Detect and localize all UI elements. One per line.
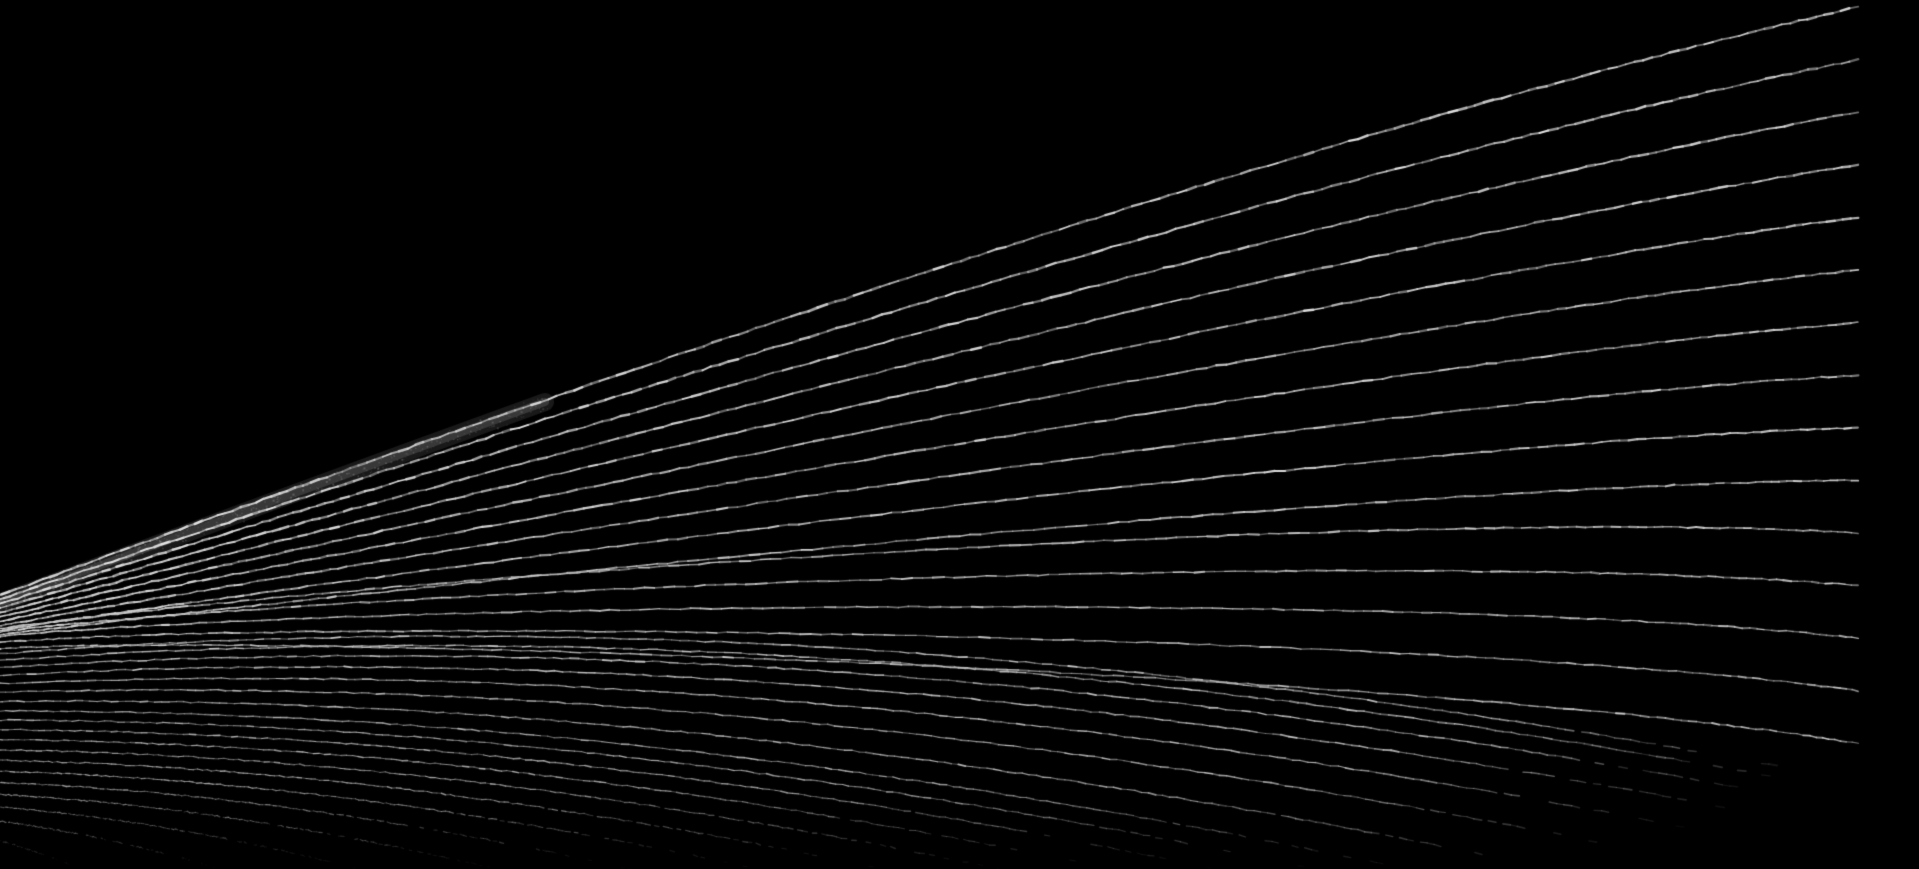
line-fan-canvas xyxy=(0,0,1919,869)
abstract-line-art xyxy=(0,0,1919,869)
